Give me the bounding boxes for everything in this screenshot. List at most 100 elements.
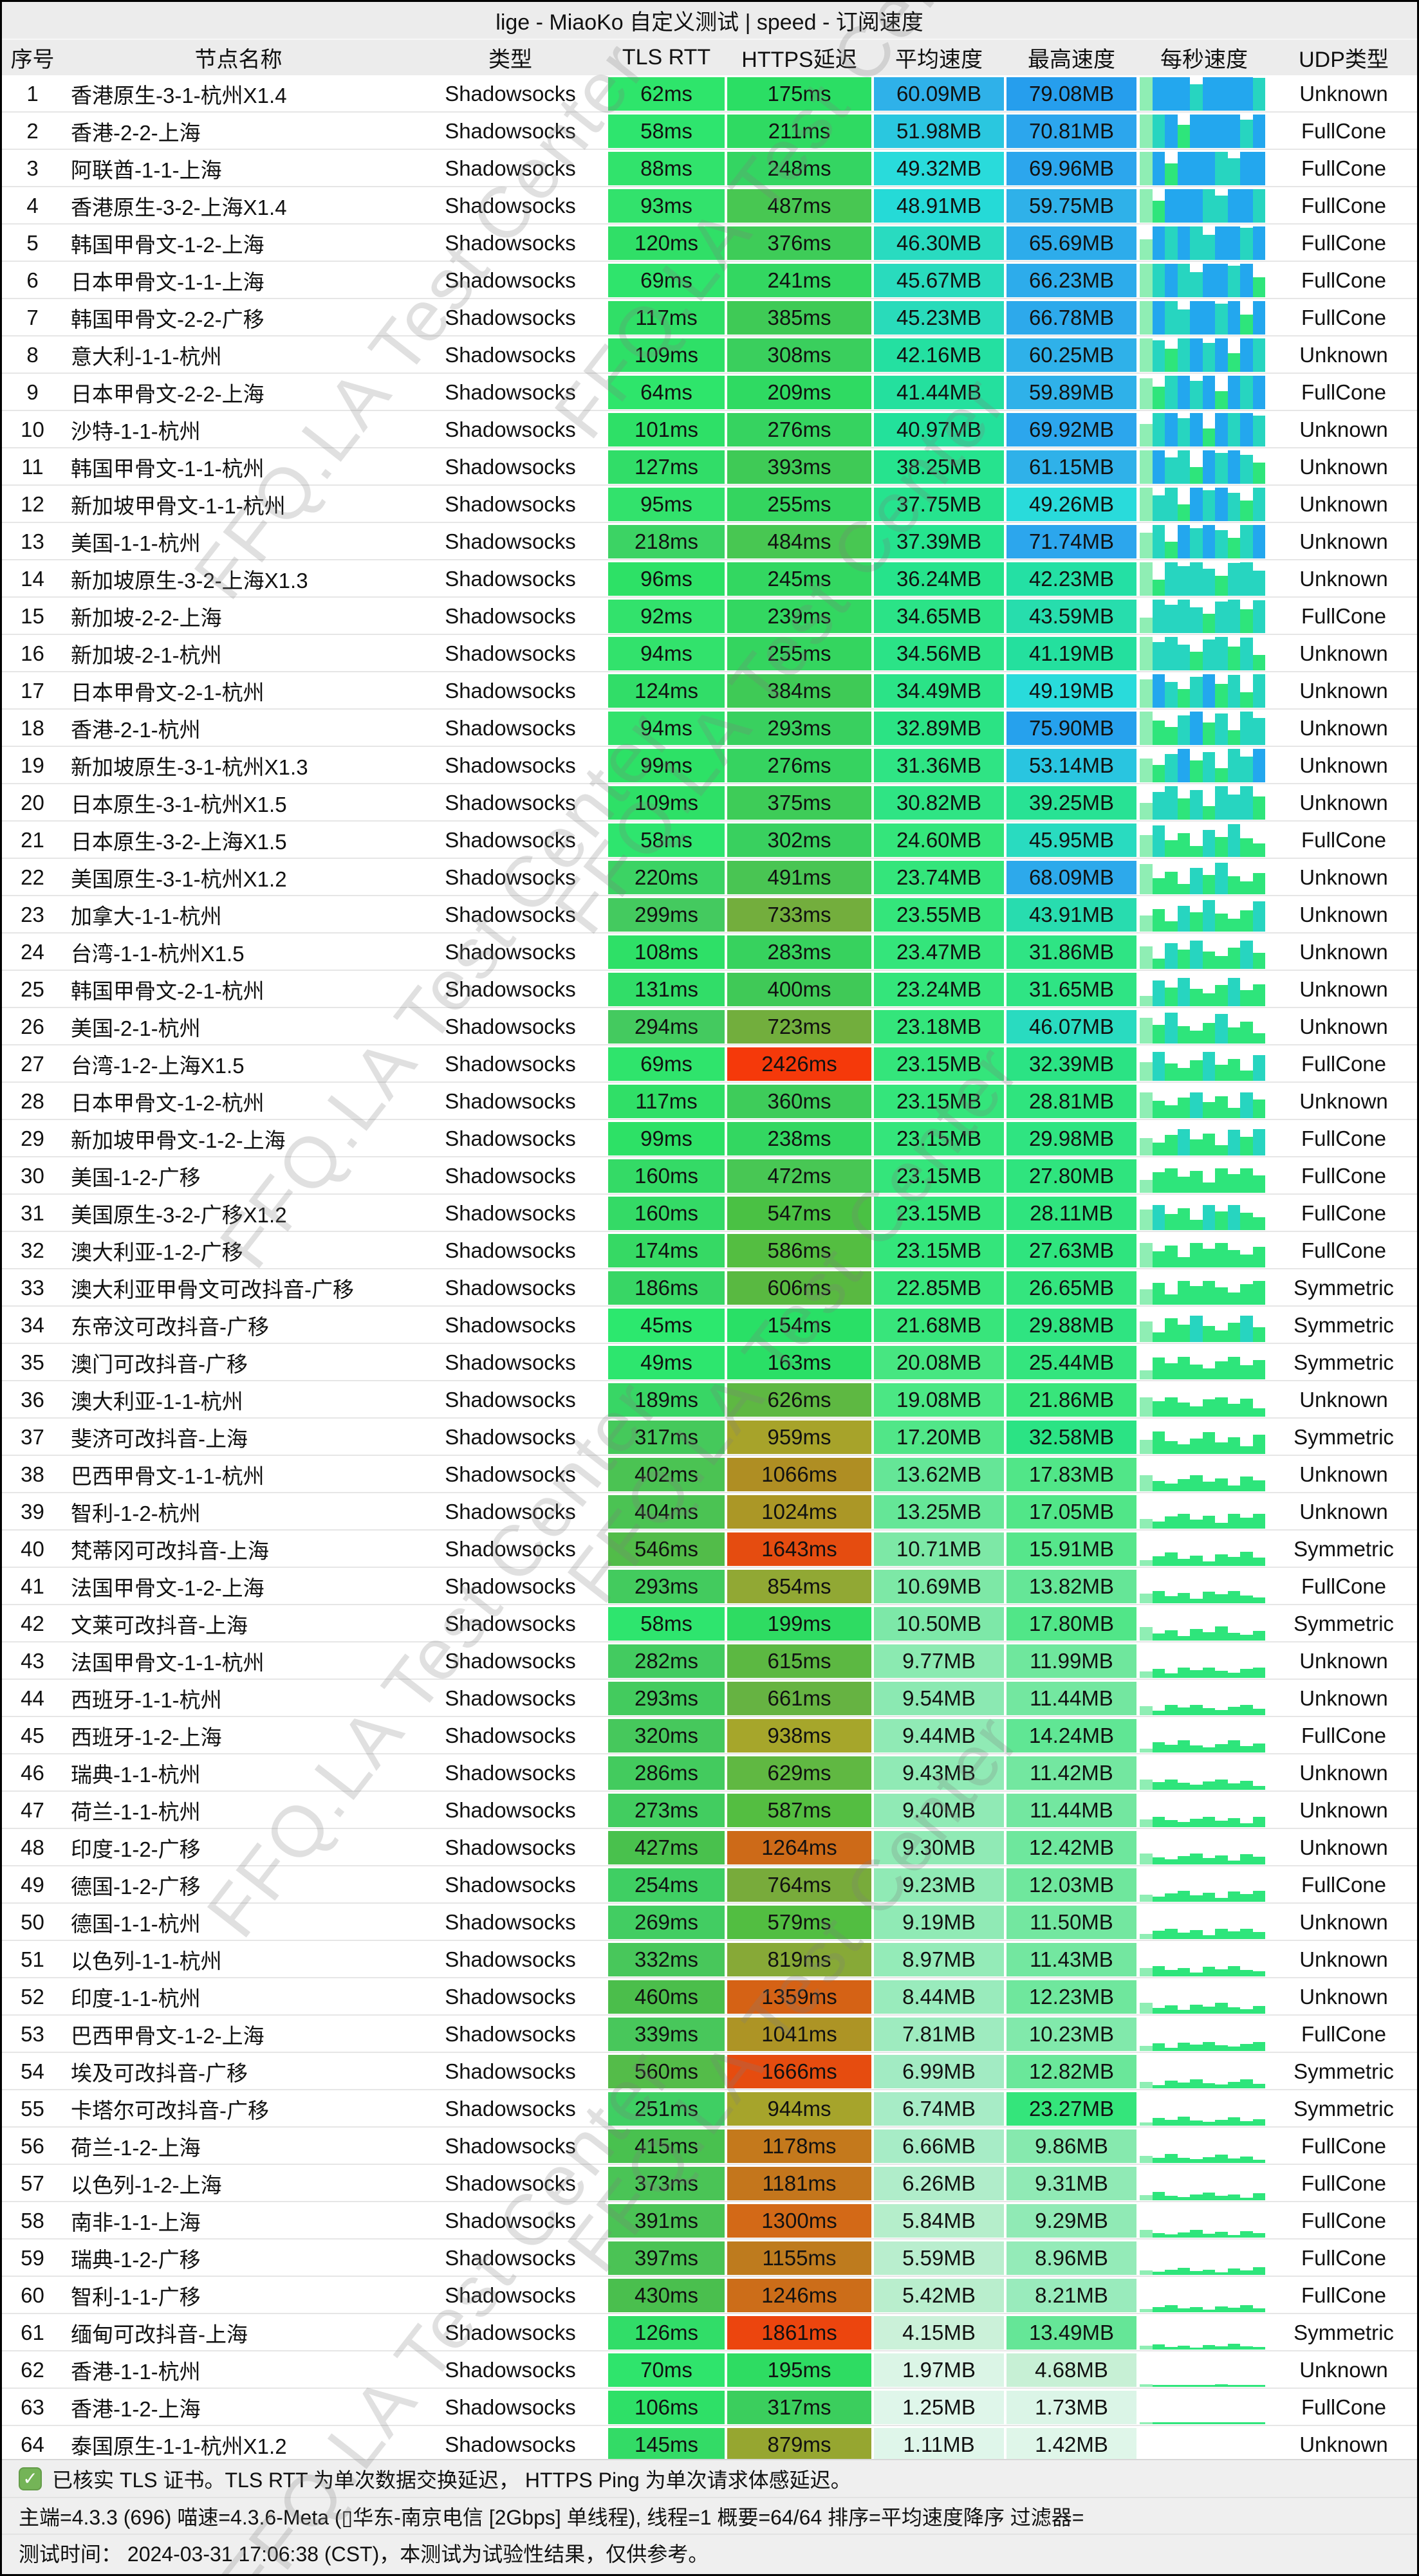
sparkline-bar bbox=[1227, 2344, 1240, 2350]
sparkline-bar bbox=[1165, 1745, 1178, 1753]
sparkline-bar bbox=[1240, 119, 1253, 148]
sparkline-bar bbox=[1215, 1709, 1228, 1715]
sparkline-bar bbox=[1227, 2117, 1240, 2126]
avg-speed-cell: 23.15MB bbox=[874, 1085, 1004, 1118]
sparkline-bar bbox=[1240, 1929, 1253, 1939]
table-row: 16 新加坡-2-1-杭州 Shadowsocks 94ms 255ms 34.… bbox=[2, 635, 1417, 672]
node-name: 印度-1-2-广移 bbox=[71, 1837, 201, 1861]
sparkline-bar bbox=[1140, 2384, 1153, 2387]
table-row: 36 澳大利亚-1-1-杭州 Shadowsocks 189ms 626ms 1… bbox=[2, 1381, 1417, 1419]
sparkline-bar bbox=[1252, 1033, 1265, 1044]
sparkline-bar bbox=[1202, 376, 1215, 409]
sparkline-bar bbox=[1252, 1785, 1265, 1790]
sparkline-bar bbox=[1240, 2270, 1253, 2275]
node-name: 新加坡原生-3-1-杭州X1.3 bbox=[71, 755, 308, 779]
udp-type: FullCone bbox=[1301, 2022, 1387, 2046]
udp-type: Symmetric bbox=[1294, 1425, 1394, 1449]
tls-rtt-cell: 294ms bbox=[608, 1010, 725, 1044]
row-index: 58 bbox=[21, 2209, 44, 2232]
footer-line-timestamp: 测试时间： 2024-03-31 17:06:38 (CST)，本测试为试验性结… bbox=[2, 2534, 1417, 2570]
node-name: 韩国甲骨文-2-1-杭州 bbox=[71, 979, 264, 1003]
sparkline-bar bbox=[1177, 2345, 1190, 2350]
node-type: Shadowsocks bbox=[445, 1089, 576, 1113]
sparkline-bar bbox=[1190, 1784, 1203, 1790]
table-row: 20 日本原生-3-1-杭州X1.5 Shadowsocks 109ms 375… bbox=[2, 784, 1417, 822]
speed-sparkline bbox=[1138, 635, 1270, 672]
sparkline-bar bbox=[1165, 1397, 1178, 1417]
row-index: 49 bbox=[21, 1873, 44, 1897]
row-index: 23 bbox=[21, 903, 44, 926]
sparkline-bar bbox=[1215, 1287, 1228, 1305]
sparkline-bar bbox=[1152, 340, 1165, 372]
udp-type: Unknown bbox=[1299, 1835, 1388, 1859]
speed-sparkline bbox=[1138, 1381, 1270, 1419]
sparkline-bar bbox=[1227, 730, 1240, 745]
sparkline-bar bbox=[1227, 450, 1240, 484]
node-name: 日本甲骨文-2-1-杭州 bbox=[71, 681, 264, 704]
sparkline-bar bbox=[1190, 1315, 1203, 1342]
sparkline-bar bbox=[1227, 301, 1240, 335]
table-row: 28 日本甲骨文-1-2-杭州 Shadowsocks 117ms 360ms … bbox=[2, 1083, 1417, 1120]
speed-sparkline bbox=[1138, 2128, 1270, 2165]
sparkline-bar bbox=[1252, 2160, 1265, 2163]
sparkline-bar bbox=[1227, 1818, 1240, 1827]
node-name: 香港原生-3-1-杭州X1.4 bbox=[71, 84, 287, 107]
tls-rtt-cell: 88ms bbox=[608, 152, 725, 185]
sparkline-bar bbox=[1215, 2119, 1228, 2126]
udp-type: Unknown bbox=[1299, 641, 1388, 665]
speed-sparkline bbox=[1138, 1531, 1270, 1568]
node-type: Shadowsocks bbox=[445, 529, 576, 553]
table-row: 37 斐济可改抖音-上海 Shadowsocks 317ms 959ms 17.… bbox=[2, 1419, 1417, 1456]
row-index: 43 bbox=[21, 1649, 44, 1673]
max-speed-cell: 11.44MB bbox=[1006, 1682, 1136, 1715]
sparkline-bar bbox=[1227, 1173, 1240, 1193]
sparkline-bar bbox=[1215, 1743, 1228, 1753]
avg-speed-cell: 30.82MB bbox=[874, 786, 1004, 820]
sparkline-bar bbox=[1252, 1708, 1265, 1715]
node-name: 新加坡甲骨文-1-1-杭州 bbox=[71, 494, 286, 518]
node-type: Shadowsocks bbox=[445, 194, 576, 217]
row-index: 36 bbox=[21, 1388, 44, 1412]
tls-rtt-cell: 131ms bbox=[608, 973, 725, 1006]
sparkline-bar bbox=[1152, 1251, 1165, 1267]
max-speed-cell: 59.75MB bbox=[1006, 189, 1136, 223]
speed-sparkline bbox=[1138, 1792, 1270, 1829]
sparkline-bar bbox=[1215, 1243, 1228, 1267]
tls-rtt-cell: 332ms bbox=[608, 1943, 725, 1976]
max-speed-cell: 21.86MB bbox=[1006, 1383, 1136, 1417]
sparkline-bar bbox=[1165, 2081, 1178, 2088]
node-type: Shadowsocks bbox=[445, 1350, 576, 1374]
table-row: 22 美国原生-3-1-杭州X1.2 Shadowsocks 220ms 491… bbox=[2, 859, 1417, 896]
sparkline-bar bbox=[1227, 376, 1240, 409]
sparkline-bar bbox=[1140, 239, 1153, 260]
udp-type: Unknown bbox=[1299, 567, 1388, 591]
max-speed-cell: 61.15MB bbox=[1006, 450, 1136, 484]
speed-sparkline bbox=[1138, 187, 1270, 225]
sparkline-bar bbox=[1140, 77, 1153, 111]
sparkline-bar bbox=[1152, 2272, 1165, 2275]
sparkline-bar bbox=[1177, 1667, 1190, 1678]
sparkline-bar bbox=[1152, 1521, 1165, 1529]
sparkline-bar bbox=[1165, 726, 1178, 745]
https-latency-cell: 854ms bbox=[727, 1570, 871, 1603]
node-type: Shadowsocks bbox=[445, 2395, 576, 2419]
node-type: Shadowsocks bbox=[445, 1835, 576, 1859]
sparkline-bar bbox=[1140, 1180, 1153, 1193]
sparkline-bar bbox=[1152, 674, 1165, 708]
tls-rtt-cell: 397ms bbox=[608, 2241, 725, 2275]
sparkline-bar bbox=[1190, 1031, 1203, 1044]
node-type: Shadowsocks bbox=[445, 1873, 576, 1897]
https-latency-cell: 302ms bbox=[727, 823, 871, 857]
row-index: 44 bbox=[21, 1686, 44, 1710]
sparkline-bar bbox=[1165, 1168, 1178, 1193]
sparkline-bar bbox=[1190, 189, 1203, 223]
sparkline-bar bbox=[1177, 189, 1190, 223]
udp-type: FullCone bbox=[1301, 380, 1387, 404]
sparkline-bar bbox=[1140, 2270, 1153, 2275]
sparkline-bar bbox=[1165, 1363, 1178, 1379]
https-latency-cell: 276ms bbox=[727, 413, 871, 446]
tls-rtt-cell: 99ms bbox=[608, 1122, 725, 1155]
sparkline-bar bbox=[1165, 1970, 1178, 1976]
tls-rtt-cell: 145ms bbox=[608, 2428, 725, 2461]
sparkline-bar bbox=[1202, 1052, 1215, 1081]
